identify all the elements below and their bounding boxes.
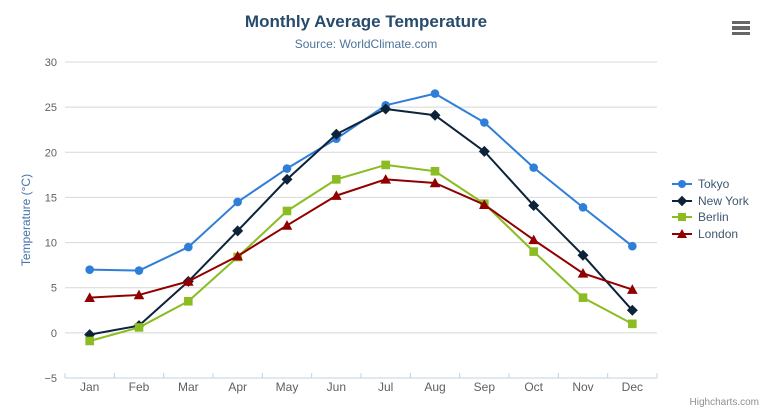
x-axis-label: May [276, 380, 299, 394]
x-axis-label: Jul [378, 380, 393, 394]
data-point-marker[interactable] [626, 304, 638, 316]
data-point-marker[interactable] [430, 166, 440, 176]
data-point-marker[interactable] [332, 175, 341, 184]
y-axis-label: 20 [45, 147, 57, 159]
y-axis-label: 0 [51, 328, 57, 340]
x-axis-label: Oct [524, 380, 543, 394]
series-line [88, 92, 634, 272]
legend-item-berlin[interactable]: Berlin [671, 209, 749, 226]
x-axis-label: Nov [572, 380, 593, 394]
data-point-marker[interactable] [628, 241, 637, 251]
data-point-marker[interactable] [528, 234, 539, 245]
series-line [88, 163, 634, 342]
y-axis-label: 5 [51, 283, 57, 295]
x-axis-label: Apr [228, 380, 247, 394]
data-point-marker[interactable] [85, 336, 94, 346]
data-point-marker[interactable] [134, 266, 144, 275]
data-point-marker[interactable] [676, 195, 688, 206]
data-point-marker[interactable] [281, 173, 293, 185]
credits-link[interactable]: Highcharts.com [689, 397, 759, 408]
data-point-marker[interactable] [232, 250, 243, 261]
legend-label: Tokyo [698, 177, 730, 192]
x-axis-label: Mar [178, 380, 199, 394]
data-point-marker[interactable] [330, 128, 342, 140]
y-axis-title: Temperature (°C) [19, 174, 33, 266]
data-point-marker[interactable] [85, 265, 94, 274]
series-london[interactable] [84, 174, 638, 302]
data-point-marker[interactable] [184, 242, 193, 252]
series-tokyo[interactable] [85, 89, 637, 275]
data-point-marker[interactable] [578, 203, 588, 212]
x-axis-label: Jun [327, 380, 346, 394]
data-point-marker[interactable] [577, 267, 589, 278]
data-point-marker[interactable] [429, 109, 441, 121]
data-point-marker[interactable] [528, 200, 540, 212]
data-point-marker[interactable] [429, 177, 441, 188]
legend-label: Berlin [698, 210, 729, 225]
data-point-marker[interactable] [282, 164, 292, 173]
legend-item-london[interactable]: London [671, 226, 749, 243]
x-axis-label: Jan [80, 380, 99, 394]
x-axis-label: Dec [622, 380, 643, 394]
y-axis-label: 25 [45, 102, 57, 114]
data-point-marker[interactable] [380, 174, 391, 184]
data-point-marker[interactable] [479, 199, 490, 209]
chart-subtitle: Source: WorldClimate.com [294, 37, 438, 51]
data-point-marker[interactable] [478, 145, 490, 157]
data-point-marker[interactable] [677, 228, 687, 238]
data-point-marker[interactable] [184, 296, 193, 306]
series-new-york[interactable] [84, 103, 638, 341]
data-point-marker[interactable] [529, 247, 538, 256]
legend-label: New York [698, 193, 749, 208]
data-point-marker[interactable] [380, 103, 392, 115]
legend-marker-diamond-icon [672, 195, 692, 206]
legend-marker-square-icon [672, 213, 692, 222]
legend-item-new-york[interactable]: New York [671, 193, 749, 210]
data-point-marker[interactable] [282, 206, 292, 216]
export-menu-button[interactable] [729, 17, 753, 39]
data-point-marker[interactable] [183, 276, 194, 286]
hamburger-icon [732, 26, 750, 30]
data-point-marker[interactable] [480, 118, 489, 127]
data-point-marker[interactable] [430, 89, 440, 98]
data-point-marker[interactable] [134, 323, 144, 332]
data-point-marker[interactable] [578, 293, 588, 302]
series-line [88, 178, 634, 299]
data-point-marker[interactable] [627, 284, 638, 294]
y-axis-label: 30 [45, 57, 57, 69]
series-line [88, 107, 634, 336]
y-axis-label: 10 [45, 238, 57, 250]
legend-marker-triangle-icon [672, 228, 692, 238]
y-axis-label: −5 [44, 373, 57, 385]
legend-label: London [698, 226, 739, 241]
legend: Tokyo New York Berlin London [671, 176, 749, 242]
data-point-marker[interactable] [133, 289, 145, 300]
data-point-marker[interactable] [678, 180, 686, 189]
data-point-marker[interactable] [331, 190, 342, 200]
x-axis-label: Aug [424, 380, 445, 394]
data-point-marker[interactable] [381, 160, 390, 170]
data-point-marker[interactable] [281, 220, 293, 230]
data-point-marker[interactable] [678, 213, 686, 222]
hamburger-icon [732, 20, 750, 24]
data-point-marker[interactable] [628, 319, 637, 329]
data-point-marker[interactable] [529, 163, 538, 172]
hamburger-icon [732, 32, 750, 36]
data-point-marker[interactable] [232, 225, 244, 237]
data-point-marker[interactable] [233, 197, 242, 207]
x-axis-label: Sep [474, 380, 496, 394]
chart-title: Monthly Average Temperature [244, 12, 488, 31]
data-point-marker[interactable] [577, 249, 589, 261]
x-axis-label: Feb [129, 380, 150, 394]
legend-marker-circle-icon [672, 180, 692, 189]
legend-item-tokyo[interactable]: Tokyo [671, 176, 749, 193]
data-point-marker[interactable] [84, 292, 95, 302]
y-axis-label: 15 [45, 192, 57, 204]
